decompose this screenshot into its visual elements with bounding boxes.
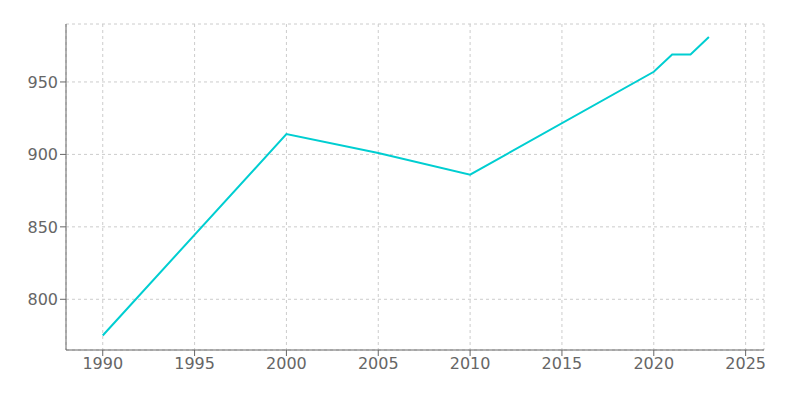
- svg-text:1995: 1995: [174, 354, 215, 373]
- svg-text:850: 850: [27, 218, 58, 237]
- svg-text:2005: 2005: [358, 354, 399, 373]
- svg-text:1990: 1990: [82, 354, 123, 373]
- svg-text:2000: 2000: [266, 354, 307, 373]
- svg-text:2010: 2010: [450, 354, 491, 373]
- svg-text:2015: 2015: [542, 354, 583, 373]
- svg-text:2020: 2020: [633, 354, 674, 373]
- svg-text:950: 950: [27, 73, 58, 92]
- svg-text:800: 800: [27, 290, 58, 309]
- svg-text:2025: 2025: [725, 354, 766, 373]
- svg-text:900: 900: [27, 145, 58, 164]
